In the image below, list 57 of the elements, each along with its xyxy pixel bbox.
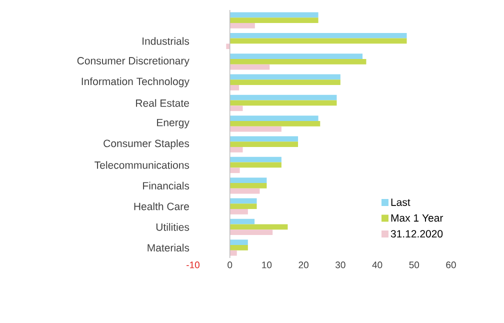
x-tick-label: 60 <box>446 262 456 268</box>
x-tick-label: 20 <box>298 262 308 268</box>
y-tick-label: Consumer Discretionary <box>77 56 190 67</box>
bar <box>230 120 320 126</box>
legend-label: Max 1 Year <box>391 214 444 222</box>
bar <box>230 54 363 59</box>
bar <box>230 18 318 24</box>
bar <box>226 44 230 50</box>
bar <box>230 240 248 245</box>
bar <box>230 198 257 204</box>
x-tick-label: 0 <box>228 262 232 268</box>
y-tick-label: Utilities <box>156 223 190 231</box>
bar <box>230 204 257 210</box>
x-tick-label: -10 <box>186 262 200 268</box>
bar <box>230 85 240 90</box>
x-tick-label: 30 <box>335 262 346 268</box>
bar <box>230 244 248 250</box>
bar <box>230 178 267 183</box>
y-tick-label: Consumer Staples <box>104 139 190 150</box>
bar <box>230 100 337 106</box>
legend-label: Last <box>391 198 410 206</box>
bar <box>230 147 243 152</box>
bar <box>230 168 240 174</box>
legend-label: 31.12.2020 <box>390 230 443 238</box>
bar <box>230 74 340 80</box>
bar <box>230 224 288 230</box>
bar <box>230 58 366 64</box>
bar <box>230 126 282 132</box>
bar <box>230 182 267 188</box>
bar <box>230 94 337 100</box>
bar <box>230 80 340 86</box>
y-tick-label: Real Estate <box>136 99 189 107</box>
y-tick-label: Financials <box>143 182 190 190</box>
x-tick-label: 50 <box>409 262 420 268</box>
bar <box>230 218 255 224</box>
y-tick-label: Telecommunications <box>94 161 190 169</box>
x-tick-label: 40 <box>372 262 382 268</box>
y-tick-label: Materials <box>148 244 190 252</box>
bar <box>230 142 298 148</box>
bar <box>230 106 243 112</box>
bar <box>230 230 273 236</box>
bar <box>230 23 255 28</box>
y-tick-label: Energy <box>157 118 190 128</box>
bar <box>230 32 407 38</box>
bar <box>230 188 260 194</box>
y-tick-label: Industrials <box>142 37 190 45</box>
y-tick-label: Health Care <box>134 202 189 210</box>
y-tick-label: Information Technology <box>82 77 190 88</box>
bar <box>230 162 282 168</box>
x-tick-label: 10 <box>262 262 272 268</box>
bar <box>230 209 248 214</box>
bar <box>230 136 298 142</box>
bar <box>230 12 318 18</box>
bar <box>230 38 407 44</box>
bar <box>230 156 282 162</box>
bar <box>230 64 270 70</box>
bar <box>230 116 318 121</box>
